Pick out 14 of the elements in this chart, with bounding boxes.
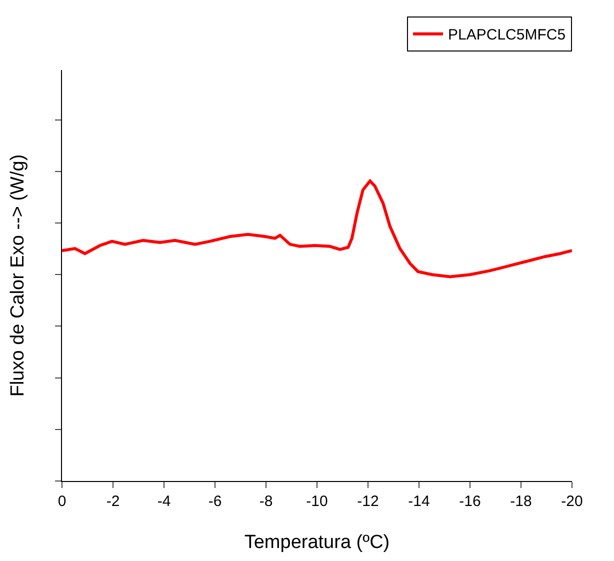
x-tick-label: -10: [306, 493, 328, 510]
x-tick-label: -18: [510, 493, 532, 510]
x-tick-label: 0: [58, 493, 66, 510]
x-tick-label: -20: [561, 493, 583, 510]
y-axis-title: Fluxo de Calor Exo --> (W/g): [8, 154, 28, 397]
x-tick-label: -2: [106, 493, 120, 510]
x-tick-label: -14: [408, 493, 430, 510]
x-tick-label: -4: [157, 493, 171, 510]
x-tick-label: -12: [357, 493, 379, 510]
x-tick-label: -16: [459, 493, 481, 510]
legend-label: PLAPCLC5MFC5: [448, 26, 566, 44]
x-tick-label: -8: [259, 493, 273, 510]
x-tick-label: -6: [208, 493, 222, 510]
x-axis-title: Temperatura (ºC): [244, 532, 390, 553]
